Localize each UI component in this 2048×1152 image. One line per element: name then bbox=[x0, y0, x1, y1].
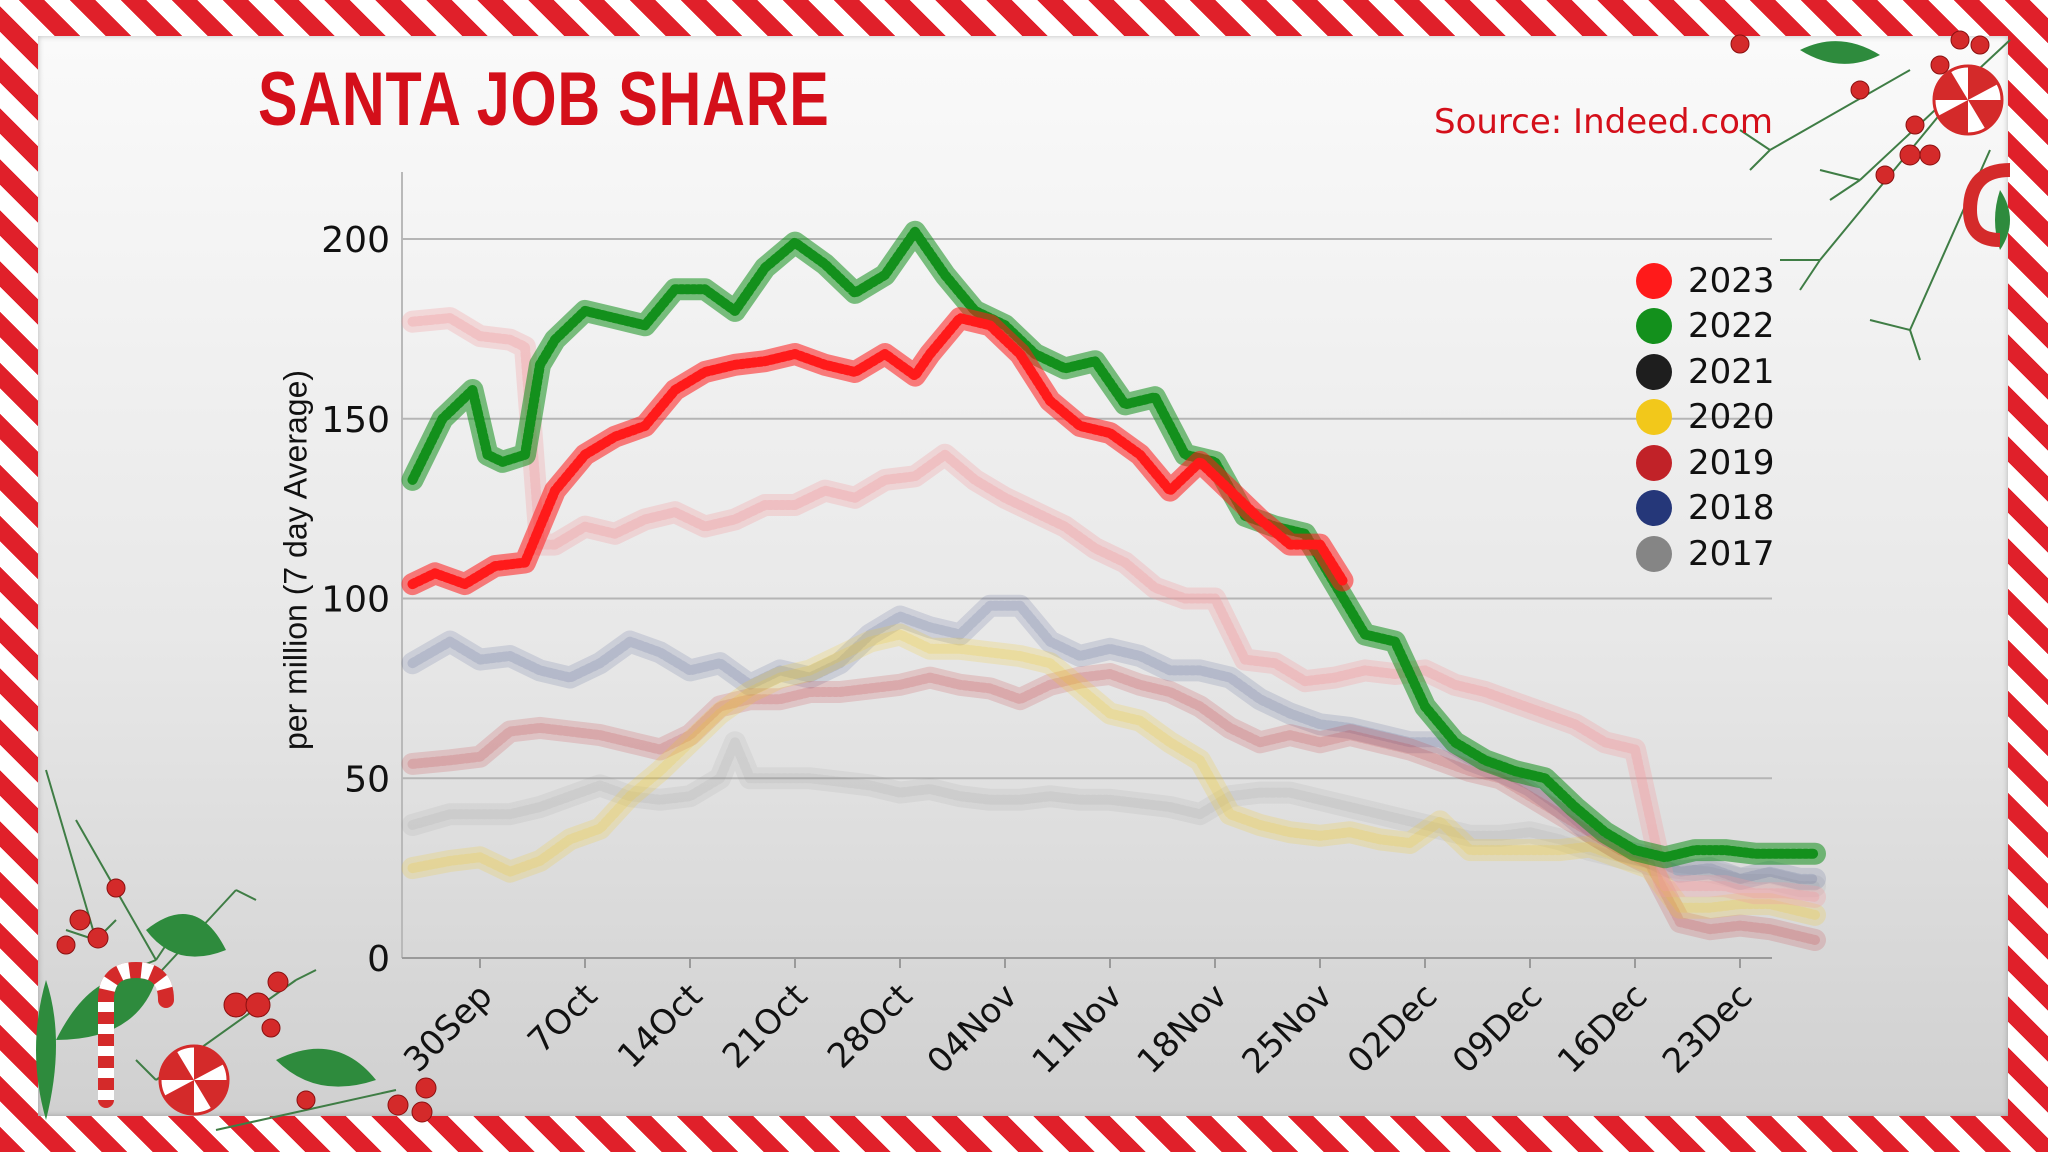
svg-text:50: 50 bbox=[344, 759, 390, 800]
legend-dot-icon bbox=[1636, 308, 1672, 345]
series-2017 bbox=[401, 731, 1826, 898]
x-axis-ticks: 30Sep 7Oct 14Oct 21Oct 28Oct 04Nov 11Nov 18Nov 2… bbox=[396, 958, 1760, 1082]
legend-item-2021: 2021 bbox=[1636, 349, 1775, 395]
svg-text:11Nov: 11Nov bbox=[1025, 976, 1131, 1082]
svg-text:0: 0 bbox=[367, 939, 390, 980]
legend-item-2023: 2023 bbox=[1636, 258, 1775, 304]
legend-dot-icon bbox=[1636, 490, 1672, 527]
svg-text:25Nov: 25Nov bbox=[1235, 976, 1341, 1082]
chart-title: SANTA JOB SHARE bbox=[258, 57, 830, 142]
svg-text:18Nov: 18Nov bbox=[1130, 976, 1236, 1082]
svg-text:150: 150 bbox=[321, 400, 390, 441]
series-lines bbox=[401, 220, 1826, 951]
legend-dot-icon bbox=[1636, 444, 1672, 481]
svg-text:14Oct: 14Oct bbox=[610, 976, 710, 1076]
chart-canvas bbox=[38, 36, 2008, 1116]
svg-text:23Dec: 23Dec bbox=[1655, 976, 1760, 1081]
series-2020 bbox=[401, 623, 1826, 926]
svg-text:04Nov: 04Nov bbox=[920, 976, 1026, 1082]
legend-item-2019: 2019 bbox=[1636, 440, 1775, 486]
series-2022 bbox=[401, 220, 1826, 869]
svg-text:200: 200 bbox=[321, 220, 390, 261]
series-2023 bbox=[401, 307, 1354, 596]
legend-dot-icon bbox=[1636, 353, 1672, 390]
holly-decoration-bottom-left bbox=[36, 769, 437, 1131]
y-axis-ticks: 0 50 100 150 200 bbox=[321, 220, 390, 980]
source-label: Source: Indeed.com bbox=[1434, 102, 1774, 142]
legend-item-2017: 2017 bbox=[1636, 531, 1775, 577]
svg-text:16Dec: 16Dec bbox=[1550, 976, 1655, 1081]
legend-item-2018: 2018 bbox=[1636, 486, 1775, 532]
holly-decoration-top-right bbox=[1730, 30, 2011, 361]
svg-text:09Dec: 09Dec bbox=[1445, 976, 1550, 1081]
svg-text:7Oct: 7Oct bbox=[520, 976, 605, 1061]
legend-item-2022: 2022 bbox=[1636, 304, 1775, 350]
svg-text:30Sep: 30Sep bbox=[396, 976, 500, 1080]
legend-dot-icon bbox=[1636, 399, 1672, 436]
series-2021 bbox=[401, 307, 1826, 908]
legend-dot-icon bbox=[1636, 262, 1672, 299]
svg-text:100: 100 bbox=[321, 580, 390, 621]
legend-item-2020: 2020 bbox=[1636, 395, 1775, 441]
svg-text:28Oct: 28Oct bbox=[820, 976, 920, 1076]
legend: 2023 2022 2021 2020 2019 2018 2017 bbox=[1636, 258, 1775, 577]
svg-text:02Dec: 02Dec bbox=[1340, 976, 1445, 1081]
svg-text:21Oct: 21Oct bbox=[715, 976, 815, 1076]
legend-dot-icon bbox=[1636, 535, 1672, 572]
